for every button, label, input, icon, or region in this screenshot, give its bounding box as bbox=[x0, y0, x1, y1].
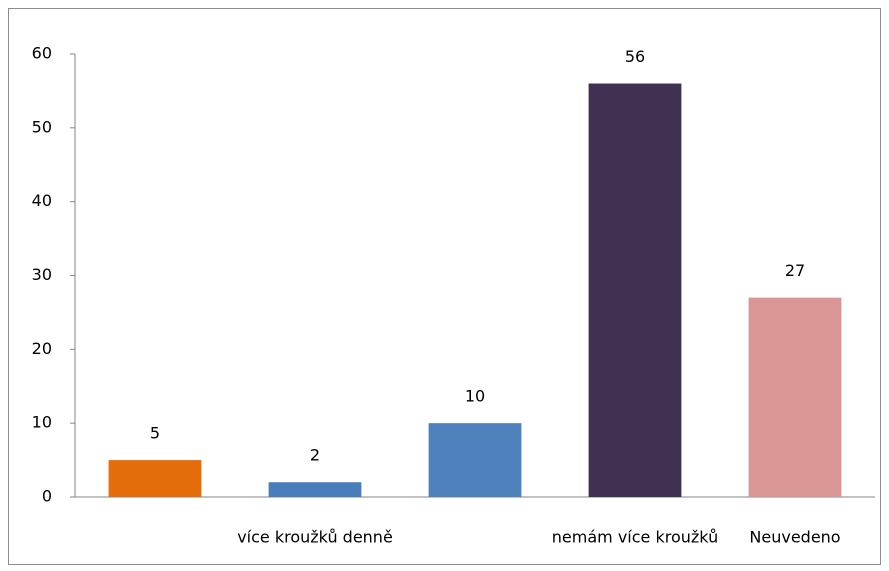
data-label: 2 bbox=[310, 446, 320, 465]
y-tick-label: 10 bbox=[32, 413, 52, 432]
x-tick-label: Neuvedeno bbox=[749, 528, 840, 547]
data-label: 10 bbox=[465, 387, 485, 406]
data-label: 27 bbox=[785, 261, 805, 280]
bar bbox=[588, 83, 682, 498]
x-tick-label: nemám více kroužků bbox=[552, 528, 718, 547]
y-tick-label: 20 bbox=[32, 339, 52, 358]
y-tick-label: 0 bbox=[42, 487, 52, 506]
y-tick-label: 30 bbox=[32, 265, 52, 284]
bar bbox=[268, 482, 362, 497]
x-tick-label: více kroužků denně bbox=[237, 528, 393, 547]
bar bbox=[108, 460, 202, 497]
data-label: 56 bbox=[625, 47, 645, 66]
y-tick-label: 50 bbox=[32, 117, 52, 136]
bar bbox=[748, 297, 842, 497]
data-label: 5 bbox=[150, 424, 160, 443]
bar bbox=[428, 423, 522, 497]
y-tick-label: 60 bbox=[32, 44, 52, 63]
y-tick-label: 40 bbox=[32, 191, 52, 210]
